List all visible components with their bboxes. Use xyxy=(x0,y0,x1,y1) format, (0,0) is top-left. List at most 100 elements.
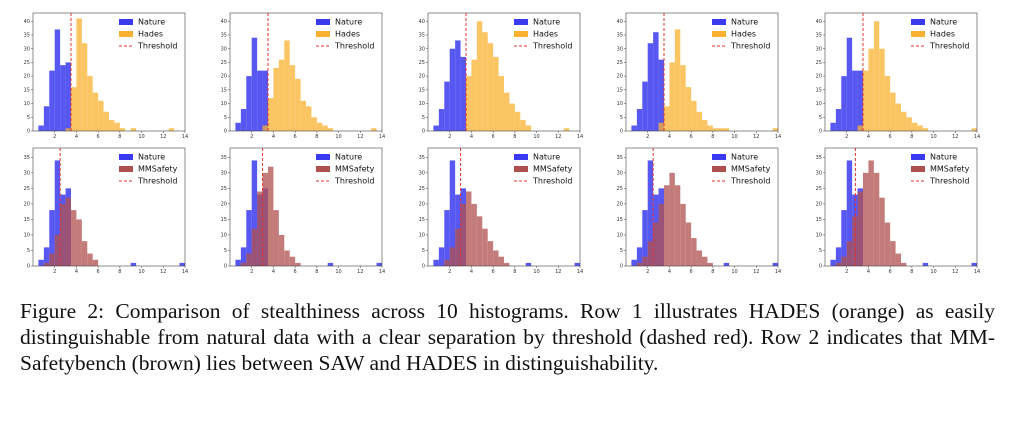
x-tick-label: 14 xyxy=(775,269,781,275)
y-tick-label: 30 xyxy=(419,170,425,176)
x-tick-label: 14 xyxy=(577,269,583,275)
bar-hades xyxy=(493,56,499,131)
legend-swatch xyxy=(712,31,726,37)
y-tick-label: 15 xyxy=(24,217,30,223)
y-tick-label: 20 xyxy=(617,201,623,207)
bar-nature xyxy=(449,48,456,131)
bar-nature xyxy=(846,160,853,266)
bar-mmsafety xyxy=(289,256,296,266)
bar-nature xyxy=(438,247,445,266)
y-tick-label: 20 xyxy=(617,74,623,80)
bar-nature xyxy=(240,247,247,266)
bar-nature xyxy=(574,262,580,266)
bar-hades xyxy=(262,125,268,131)
bar-mmsafety xyxy=(92,259,99,266)
y-tick-label: 35 xyxy=(24,155,30,161)
bar-mmsafety xyxy=(482,228,488,266)
bar-hades xyxy=(509,103,515,131)
y-tick-label: 40 xyxy=(419,19,425,25)
legend-label: Nature xyxy=(731,153,758,162)
bar-hades xyxy=(895,103,901,131)
x-tick-label: 2 xyxy=(845,134,848,140)
y-tick-label: 15 xyxy=(617,217,623,223)
legend: Nature MMSafety Threshold xyxy=(316,153,375,186)
series-nature xyxy=(830,37,863,131)
bar-mmsafety xyxy=(664,185,670,266)
bar-mmsafety xyxy=(449,247,456,266)
legend-label: Nature xyxy=(533,18,560,27)
y-tick-label: 0 xyxy=(422,264,425,270)
bar-nature xyxy=(257,70,263,131)
histogram-panel-r1c3: 2 4 6 8 10 12 14 0 5 10 15 20 25 30 35 40 Nature Hades Thr… xyxy=(419,12,583,140)
legend: Nature MMSafety Threshold xyxy=(119,153,178,186)
legend-swatch xyxy=(316,19,330,25)
bar-mmsafety xyxy=(476,216,483,266)
bar-hades xyxy=(482,32,488,131)
axes-frame xyxy=(32,147,186,267)
bar-mmsafety xyxy=(268,166,274,266)
y-tick-label: 10 xyxy=(816,233,822,239)
axes-frame xyxy=(427,147,581,267)
histogram-panel-r1c5: 2 4 6 8 10 12 14 0 5 10 15 20 25 30 35 40 Nature Hades Thr… xyxy=(816,12,980,140)
x-tick-label: 6 xyxy=(889,134,892,140)
bar-nature xyxy=(235,259,241,266)
bar-mmsafety xyxy=(251,228,258,266)
y-tick-label: 35 xyxy=(419,155,425,161)
y-tick-label: 5 xyxy=(224,248,227,254)
bar-nature xyxy=(830,122,836,131)
bar-nature xyxy=(455,40,461,131)
bar-nature xyxy=(65,62,71,131)
x-tick-label: 8 xyxy=(910,134,913,140)
bar-hades xyxy=(300,100,306,131)
bar-mmsafety xyxy=(262,172,268,266)
legend-label: Threshold xyxy=(334,42,374,51)
bar-nature xyxy=(830,259,836,266)
bar-mmsafety xyxy=(471,203,477,266)
legend: Nature MMSafety Threshold xyxy=(911,153,970,186)
bar-mmsafety xyxy=(696,250,702,266)
bar-nature xyxy=(433,259,439,266)
bar-mmsafety xyxy=(901,262,907,266)
bar-nature xyxy=(971,262,977,266)
bar-hades xyxy=(906,117,912,131)
x-tick-label: 10 xyxy=(731,269,737,275)
legend-swatch xyxy=(911,31,925,37)
bar-mmsafety xyxy=(246,253,252,266)
y-tick-label: 25 xyxy=(816,60,822,66)
histogram-panel-r1c2: 2 4 6 8 10 12 14 0 5 10 15 20 25 30 35 40 Nature Hades Thr… xyxy=(221,12,385,140)
x-tick-label: 6 xyxy=(294,134,297,140)
y-tick-label: 15 xyxy=(816,217,822,223)
legend-label: Nature xyxy=(930,18,957,27)
legend-label: Threshold xyxy=(730,42,770,51)
legend-swatch xyxy=(514,31,528,37)
bar-hades xyxy=(487,43,494,131)
x-tick-label: 4 xyxy=(867,269,870,275)
legend-label: Nature xyxy=(138,153,165,162)
legend-swatch xyxy=(712,154,726,160)
bar-hades xyxy=(65,128,71,131)
bar-nature xyxy=(841,210,847,266)
axes-frame xyxy=(625,12,779,132)
x-tick-label: 8 xyxy=(118,134,121,140)
bar-mmsafety xyxy=(240,262,247,266)
bar-nature xyxy=(525,262,532,266)
y-tick-label: 35 xyxy=(816,155,822,161)
axes-frame xyxy=(824,147,978,267)
axes-frame xyxy=(229,147,383,267)
bar-hades xyxy=(696,111,702,131)
bar-hades xyxy=(284,40,290,131)
x-tick-label: 6 xyxy=(690,134,693,140)
bar-mmsafety xyxy=(455,228,461,266)
series-hades xyxy=(65,18,175,131)
y-tick-label: 10 xyxy=(221,101,227,107)
bar-mmsafety xyxy=(257,191,263,266)
legend-swatch xyxy=(712,19,726,25)
bar-mmsafety xyxy=(852,216,858,266)
legend: Nature Hades Threshold xyxy=(119,18,177,51)
y-tick-label: 25 xyxy=(816,186,822,192)
bar-mmsafety xyxy=(680,203,686,266)
series-hades xyxy=(466,21,570,131)
x-tick-label: 12 xyxy=(952,134,958,140)
bar-nature xyxy=(642,81,648,131)
bar-nature xyxy=(857,70,863,131)
